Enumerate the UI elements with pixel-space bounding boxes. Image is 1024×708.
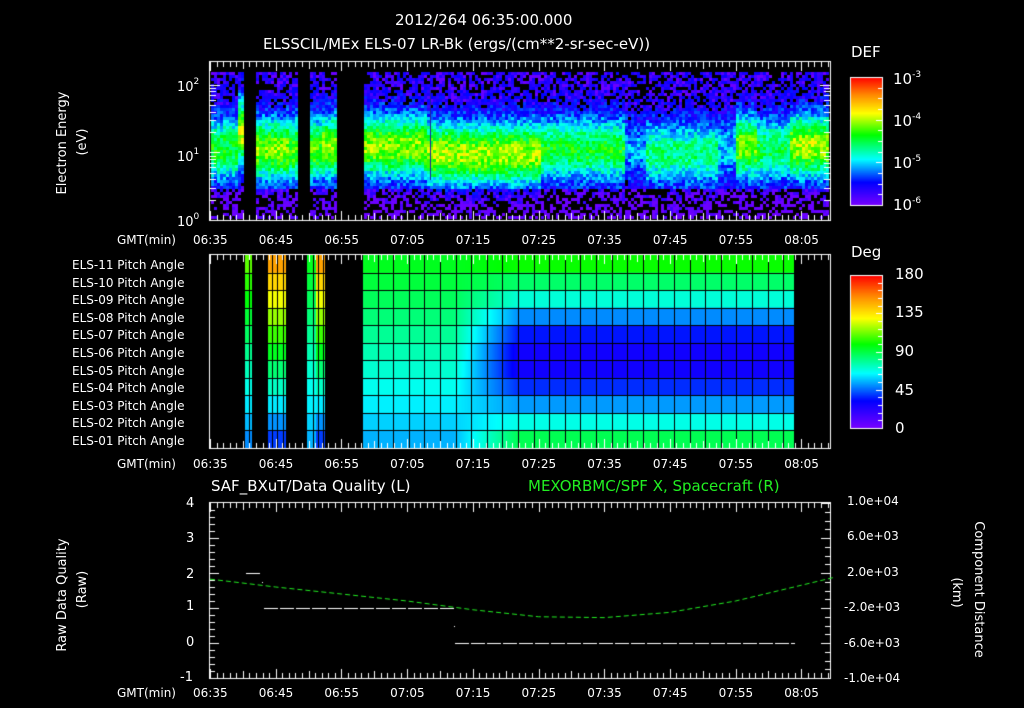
pitch-angle-row-label: ELS-04 Pitch Angle [72, 381, 185, 396]
xtick-label: 07:25 [521, 457, 557, 471]
right-ytick-label: 2.0e+03 [847, 565, 899, 579]
pitch-angle-row-label: ELS-08 Pitch Angle [72, 310, 185, 325]
right-ytick-label: 6.0e+03 [847, 529, 899, 543]
xtick-label: 06:45 [258, 233, 294, 247]
timestamp-title: 2012/264 06:35:00.000 [395, 11, 573, 29]
colorbar-def-tick-5: 10-5 [893, 154, 922, 172]
xtick-label: 07:05 [390, 233, 425, 247]
panel1-ytick-10: 101 [177, 147, 200, 165]
xtick-label: 07:45 [652, 233, 688, 247]
xtick-label: 06:55 [324, 233, 359, 247]
xtick-label: 07:05 [390, 686, 425, 700]
xtick-label: 08:05 [784, 233, 819, 247]
right-ytick-label: -1.0e+04 [844, 671, 901, 685]
xtick-label: 07:55 [718, 686, 754, 700]
colorbar-def-label: DEF [851, 43, 881, 61]
xtick-label: 06:35 [193, 233, 228, 247]
panel3-left-title: SAF_BXuT/Data Quality (L) [211, 477, 411, 495]
colorbar-deg-label: Deg [851, 243, 882, 261]
xtick-label: 06:55 [324, 457, 359, 471]
xtick-label: 06:45 [258, 457, 294, 471]
xtick-label: 07:35 [587, 457, 622, 471]
colorbar-deg-tick-90: 90 [895, 342, 915, 360]
xtick-label: 07:35 [587, 686, 622, 700]
left-ytick-label: 4 [186, 496, 195, 511]
xtick-label: 07:15 [455, 233, 491, 247]
xtick-label: 06:35 [193, 686, 228, 700]
panel2-xaxis-label: GMT(min) [117, 457, 176, 471]
xtick-label: 07:55 [718, 233, 754, 247]
xtick-label: 07:15 [455, 457, 491, 471]
left-ytick-label: 1 [186, 599, 195, 614]
left-ytick-label: -1 [180, 670, 193, 685]
xtick-label: 06:35 [193, 457, 228, 471]
panel1-ylabel: Electron Energy [55, 91, 70, 195]
xtick-label: 07:45 [652, 686, 688, 700]
panel3-xaxis-label: GMT(min) [117, 686, 176, 700]
xtick-label: 07:25 [521, 233, 557, 247]
colorbar-def-tick-6: 10-6 [893, 196, 922, 214]
left-ytick-label: 2 [186, 567, 195, 582]
pitch-angle-row-label: ELS-06 Pitch Angle [72, 346, 185, 360]
xtick-label: 07:05 [390, 457, 425, 471]
colorbar-deg-tick-45: 45 [895, 381, 915, 399]
xtick-label: 06:55 [324, 686, 359, 700]
xtick-label: 07:35 [587, 233, 622, 247]
xtick-label: 08:05 [784, 686, 819, 700]
pitch-angle-row-label: ELS-07 Pitch Angle [72, 328, 185, 343]
pitch-angle-row-label: ELS-03 Pitch Angle [72, 398, 185, 413]
pitch-angle-row-label: ELS-02 Pitch Angle [72, 416, 185, 431]
panel3-right-ylabel: Component Distance [971, 521, 986, 658]
pitch-angle-row-label: ELS-01 Pitch Angle [72, 434, 185, 448]
pitch-angle-row-label: ELS-09 Pitch Angle [72, 293, 185, 308]
right-ytick-label: 1.0e+04 [847, 494, 899, 508]
xtick-label: 07:25 [521, 686, 557, 700]
right-ytick-label: -6.0e+03 [844, 636, 901, 650]
panel3-right-title: MEXORBMC/SPF X, Spacecraft (R) [528, 477, 780, 495]
pitch-angle-row-label: ELS-11 Pitch Angle [72, 258, 185, 272]
panel1-yunit: (eV) [75, 128, 90, 156]
panel3-left-ylabel: Raw Data Quality [55, 538, 70, 652]
xtick-label: 07:45 [652, 457, 688, 471]
colorbar-deg-tick-0: 0 [895, 419, 905, 437]
panel3-right-yunit: (km) [949, 577, 964, 608]
panel1-xaxis-label: GMT(min) [117, 233, 176, 247]
xtick-label: 07:55 [718, 457, 754, 471]
colorbar-def-tick-4: 10-4 [893, 112, 922, 130]
left-ytick-label: 0 [186, 635, 195, 650]
right-ytick-label: -2.0e+03 [844, 600, 901, 614]
colorbar-def-tick-3: 10-3 [893, 70, 922, 88]
plot-title: ELSSCIL/MEx ELS-07 LR-Bk (ergs/(cm**2-sr… [263, 35, 651, 53]
left-ytick-label: 3 [186, 531, 195, 546]
panel1-ytick-100: 102 [177, 77, 200, 95]
panel3-left-yunit: (Raw) [75, 570, 90, 609]
colorbar-deg-tick-180: 180 [895, 265, 924, 283]
pitch-angle-row-label: ELS-10 Pitch Angle [72, 275, 185, 290]
panel1-ytick-1: 100 [177, 212, 200, 230]
xtick-label: 07:15 [455, 686, 491, 700]
pitch-angle-row-label: ELS-05 Pitch Angle [72, 363, 185, 378]
colorbar-deg-tick-135: 135 [895, 303, 924, 321]
xtick-label: 08:05 [784, 457, 819, 471]
xtick-label: 06:45 [258, 686, 294, 700]
